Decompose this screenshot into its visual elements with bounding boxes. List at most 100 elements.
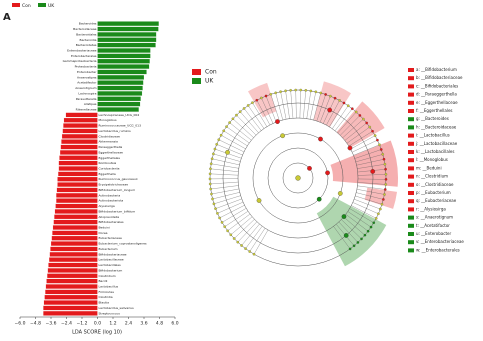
leaf-node [352,244,356,248]
leaf-node [319,91,323,95]
leaf-node [380,203,384,206]
bar [97,107,139,112]
leaf-node [213,147,217,151]
branch [295,90,297,119]
branch [210,185,239,190]
leaf-node [384,173,388,176]
key-swatch [408,174,414,179]
leaf-node [378,143,381,147]
leaf-node [383,162,387,166]
branch [333,226,351,250]
leaf-node [377,212,380,216]
bar [97,26,159,32]
branch [218,139,245,153]
branch [219,205,245,219]
bar [43,305,98,311]
bar-label: Bacilli [99,279,108,283]
leaf-node [309,89,313,93]
bar-label: Bacteroides [79,22,97,26]
branch [213,195,241,205]
clade-highlight [336,101,385,148]
branch [357,185,386,190]
bar [50,241,98,246]
leaf-node [236,240,240,244]
key-label: c: __Bifidobacteriales [416,83,458,88]
key-label: d: __Paraeggerthella [416,92,457,97]
key-label: r: __Alysiosirga [416,206,446,211]
legend-swatch [12,3,20,7]
bar [58,166,98,171]
bar-label: Eggerthellaceae [99,150,124,154]
bar [97,96,141,102]
branch [243,108,262,131]
bar [97,91,143,96]
bar-label: Alysiosirga [99,204,115,208]
branch [213,153,241,162]
x-tick-label: 0.0 [94,321,101,327]
bar-label: Enterobacteriaceae [67,49,96,53]
ring [282,162,314,194]
branch [303,90,306,119]
bar-label: Eggerthellales [99,156,121,160]
leaf-node [210,157,214,161]
leaf-node [354,110,358,114]
bar-label: Lactobacillus [99,285,119,289]
leaf-node [376,138,379,142]
inner-node [256,198,262,203]
bar-label: Bifidobacterium_longum [99,188,136,192]
bar-label: Firmicutes [99,290,115,294]
leaf-node [369,225,373,229]
bar [61,133,98,139]
branch [224,211,249,227]
bar [56,187,98,193]
clade-highlight [248,82,277,118]
bar-label: Bifidobacteriales [99,220,125,224]
branch [270,94,280,121]
x-tick-label: 3.6 [140,321,147,327]
bar [57,182,98,187]
bar-label: Paraeggerthella [99,145,123,149]
x-tick-label: 4.8 [156,321,163,327]
leaf-node [212,152,215,156]
leaf-node [208,172,212,176]
inner-node [343,233,349,238]
leaf-node [338,99,341,102]
leaf-node [214,207,217,210]
branch [341,219,362,240]
branch [290,90,294,119]
key-label: k: __Lactobacillales [416,149,454,154]
bar-label: Monoglobus [99,118,118,122]
key-label: l: __Monoglobus [416,157,448,162]
bar-label: Lachnospira [78,91,96,95]
bar [97,42,156,48]
key-label: v: __Enterobacteriaceae [416,239,464,244]
branch [313,92,321,121]
leaf-node [350,107,354,111]
branch [285,90,290,119]
bar [63,123,98,128]
leaf-node [248,250,251,253]
bar [59,155,98,161]
key-swatch [408,150,414,154]
branch [355,154,383,163]
inner-node [225,149,230,155]
branch [211,188,240,195]
leaf-node [220,221,224,224]
clade-highlight [364,187,398,209]
bar-label: Bifidobacterium_bifidum [99,209,136,213]
bar-label: Akkermansia [99,140,119,144]
key-label: i: __Lactobacillus [416,133,450,138]
branch [248,105,265,129]
x-axis-label: LDA SCORE (log 10) [72,330,122,336]
bar-label: Anaerotignum [75,86,96,90]
leaf-node [264,94,268,98]
leaf-node [360,237,363,241]
branch [344,122,367,141]
inner-node [341,214,347,219]
branch [236,115,257,136]
bar [54,214,98,220]
branch [357,174,386,176]
branch [346,126,370,144]
bar [45,284,98,289]
bar-label: Bacteroidetes [76,43,97,47]
